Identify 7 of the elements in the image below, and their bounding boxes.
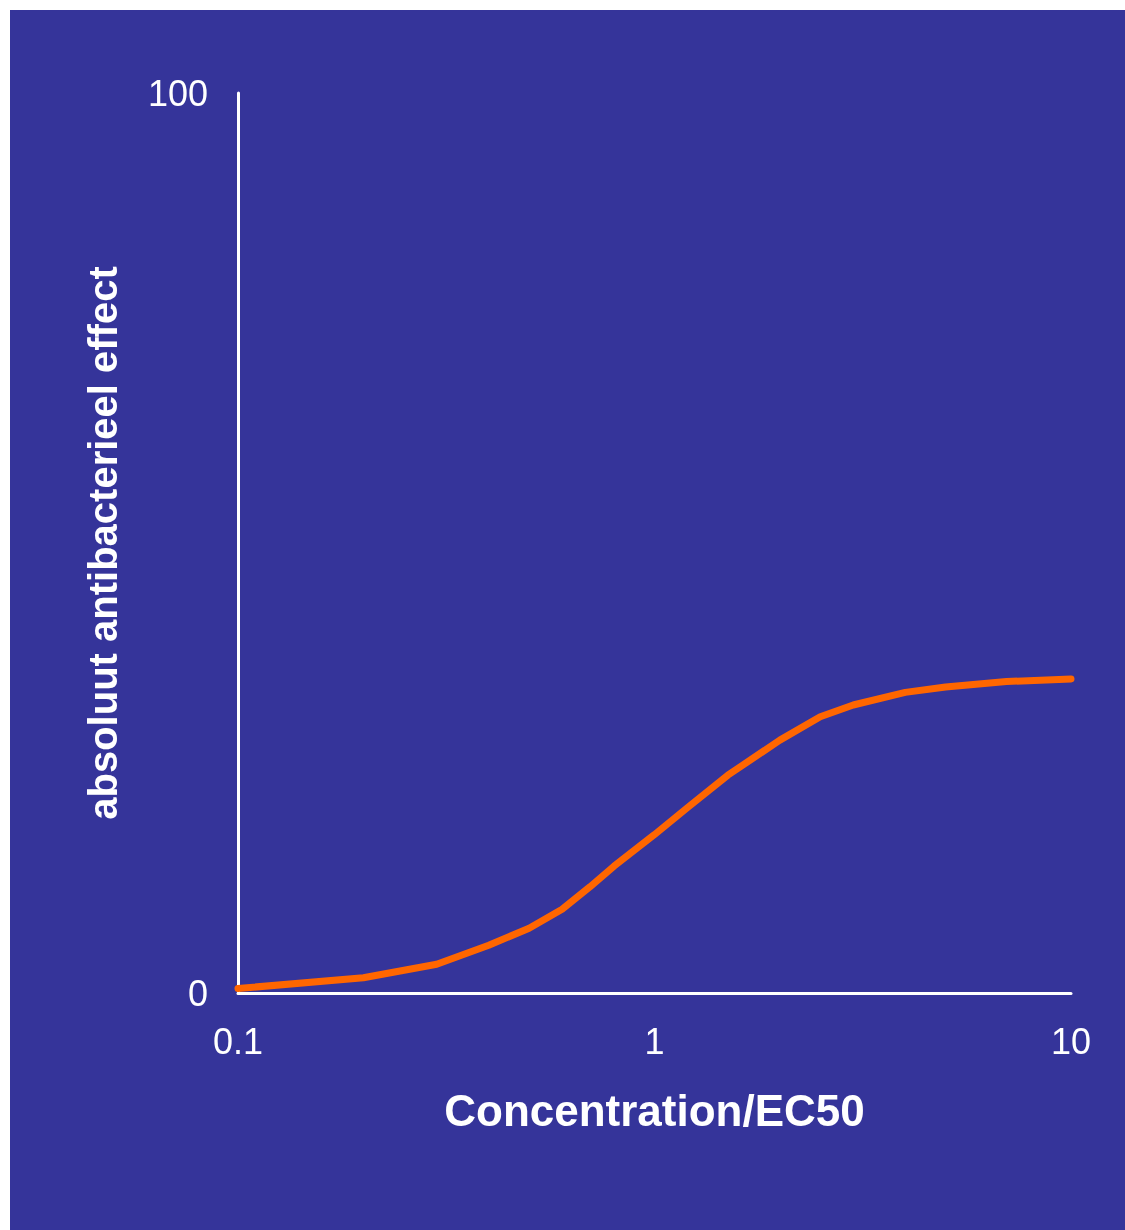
y-tick-label: 0 xyxy=(187,972,208,1014)
y-tick-label: 100 xyxy=(147,72,208,114)
x-tick-label: 1 xyxy=(644,1020,665,1062)
x-axis-title: Concentration/EC50 xyxy=(444,1085,865,1135)
x-tick-label: 10 xyxy=(1050,1020,1092,1062)
y-axis-title: absoluut antibacterieel effect xyxy=(81,266,125,820)
x-tick-label: 0.1 xyxy=(212,1020,264,1062)
